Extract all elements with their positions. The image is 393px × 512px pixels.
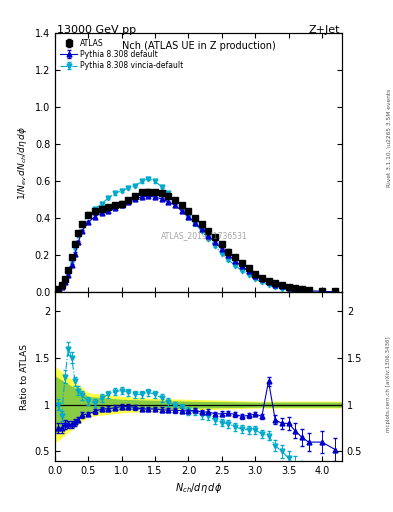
X-axis label: $N_{ch}/d\eta\,d\phi$: $N_{ch}/d\eta\,d\phi$ [175,481,222,495]
Y-axis label: Ratio to ATLAS: Ratio to ATLAS [20,344,29,410]
Text: mcplots.cern.ch [arXiv:1306.3436]: mcplots.cern.ch [arXiv:1306.3436] [386,336,391,432]
Text: ATLAS_2019_I1736531: ATLAS_2019_I1736531 [161,231,248,240]
Y-axis label: $1/N_{ev}\,dN_{ch}/d\eta\,d\phi$: $1/N_{ev}\,dN_{ch}/d\eta\,d\phi$ [16,126,29,200]
Text: 13000 GeV pp: 13000 GeV pp [57,25,136,35]
Text: Nch (ATLAS UE in Z production): Nch (ATLAS UE in Z production) [121,41,275,51]
Legend: ATLAS, Pythia 8.308 default, Pythia 8.308 vincia-default: ATLAS, Pythia 8.308 default, Pythia 8.30… [59,37,185,72]
Text: Z+Jet: Z+Jet [309,25,340,35]
Text: Rivet 3.1.10, \u2265 3.5M events: Rivet 3.1.10, \u2265 3.5M events [386,89,391,187]
